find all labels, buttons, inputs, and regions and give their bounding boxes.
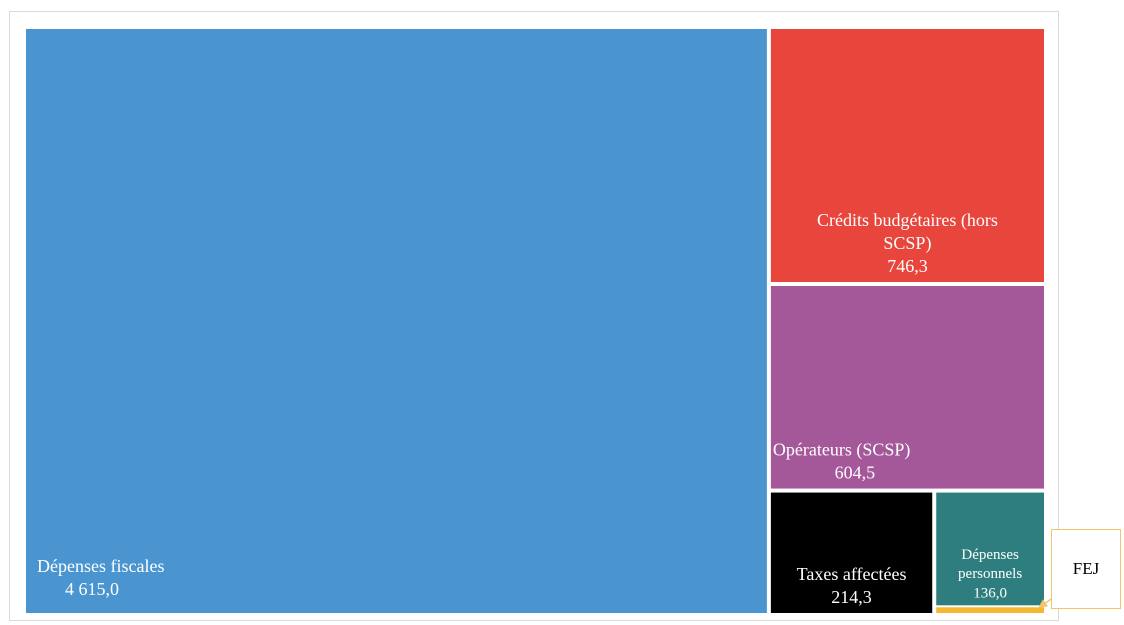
value-label-taxes-affectees: 214,3	[831, 587, 872, 607]
value-label-depenses-personnels: 136,0	[973, 585, 1007, 601]
treemap-tile-operateurs-scsp	[770, 286, 1044, 489]
value-label-operateurs-scsp: 604,5	[835, 463, 876, 483]
category-label-depenses-personnels: Dépenses	[961, 547, 1019, 563]
value-label-depenses-fiscales: 4 615,0	[65, 579, 119, 599]
fej-callout-box: FEJ	[1051, 529, 1121, 609]
category-label-depenses-personnels: personnels	[958, 566, 1022, 582]
fej-callout-label: FEJ	[1072, 559, 1100, 578]
treemap-tile-fej	[936, 607, 1044, 613]
fej-callout-arrowhead	[1038, 599, 1048, 609]
category-label-operateurs-scsp: Opérateurs (SCSP)	[773, 440, 911, 461]
treemap-tile-depenses-fiscales	[26, 29, 767, 613]
category-label-credits-budgetaires-hors-scsp: Crédits budgétaires (hors	[817, 210, 998, 231]
treemap-tile-depenses-personnels	[936, 492, 1044, 606]
value-label-credits-budgetaires-hors-scsp: 746,3	[887, 256, 928, 276]
treemap-tile-taxes-affectees	[770, 492, 933, 613]
category-label-taxes-affectees: Taxes affectées	[797, 564, 907, 584]
category-label-depenses-fiscales: Dépenses fiscales	[37, 556, 164, 576]
category-label-credits-budgetaires-hors-scsp: SCSP)	[883, 233, 931, 254]
treemap-tile-credits-budgetaires-hors-scsp	[770, 29, 1044, 283]
